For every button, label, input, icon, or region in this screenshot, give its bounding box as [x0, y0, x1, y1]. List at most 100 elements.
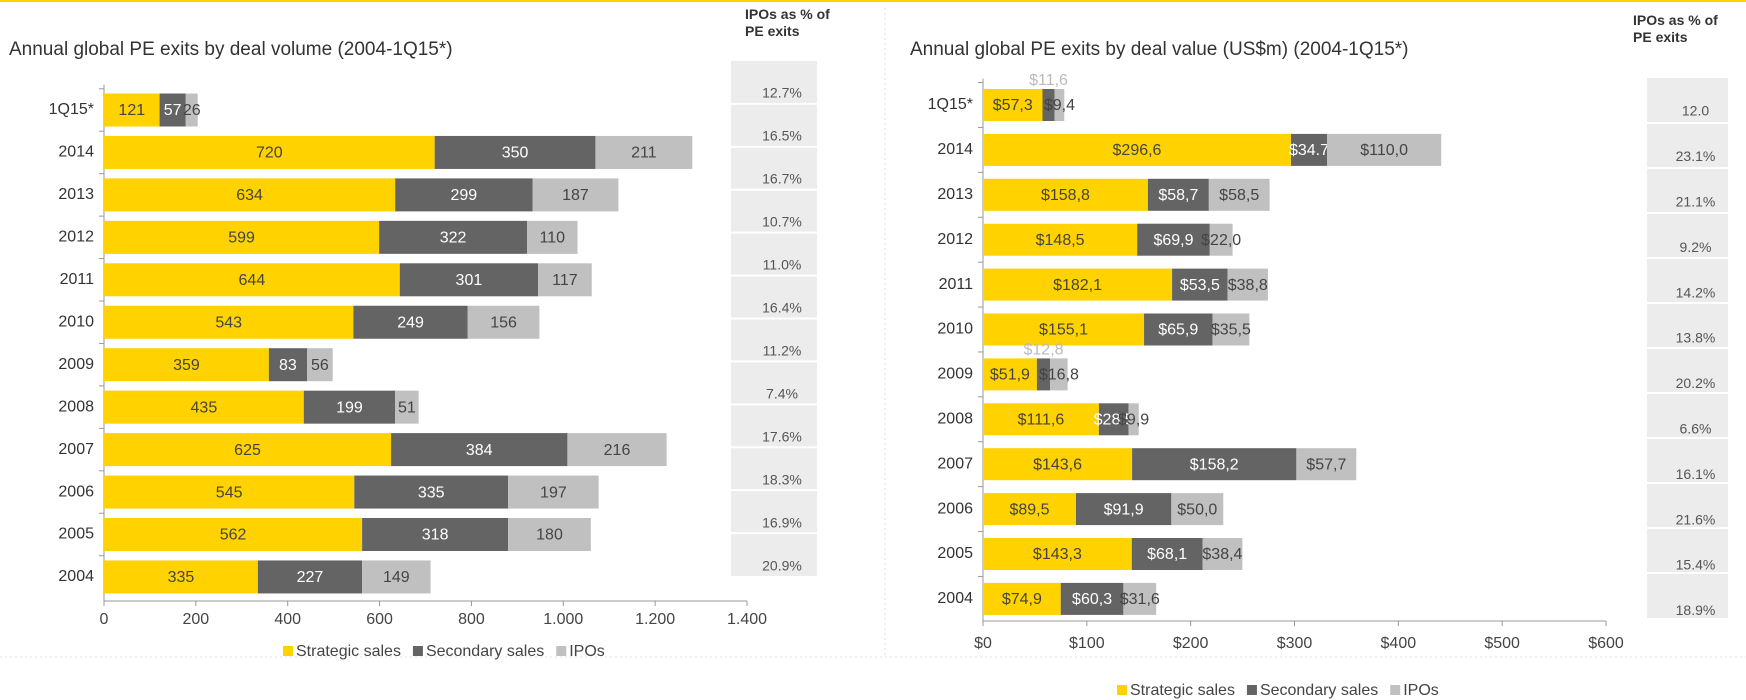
data-label: $57,3 [993, 97, 1033, 114]
bar-segment [983, 538, 1132, 570]
data-label: 301 [456, 272, 483, 289]
data-label: 110 [540, 230, 566, 247]
bar-segment [159, 93, 186, 127]
bar-segment [1208, 178, 1270, 211]
data-label: 227 [297, 569, 324, 586]
y-tick-label: 2011 [60, 271, 95, 288]
bar-segment [1075, 493, 1172, 526]
data-label: $91,9 [1104, 501, 1144, 518]
bar-segment [1147, 178, 1209, 211]
bar-segment [983, 358, 1037, 391]
y-tick-label: 2006 [58, 483, 94, 500]
data-label: $50,0 [1177, 501, 1217, 518]
bar-segment [104, 433, 392, 467]
data-label: $11,6 [1029, 72, 1068, 89]
bar-segment [1144, 313, 1213, 346]
data-label: $35,5 [1211, 322, 1251, 339]
bar-segment [1128, 403, 1139, 436]
bar-segment [1132, 448, 1297, 481]
legend-swatch [1390, 685, 1401, 695]
data-label: 156 [490, 314, 517, 331]
data-label: $65,9 [1158, 322, 1198, 339]
x-tick-label: 0 [100, 611, 109, 628]
side-value: 7.4% [766, 386, 798, 402]
data-label: $12,8 [1024, 342, 1064, 359]
side-value: 16.7% [762, 171, 802, 187]
legend-label: Secondary sales [1260, 682, 1378, 699]
data-label: 216 [604, 442, 631, 459]
legend-label: IPOs [569, 643, 605, 660]
x-tick-label: 800 [458, 611, 485, 628]
legend-label: Strategic sales [1130, 682, 1235, 699]
bar-segment [395, 390, 419, 424]
bar-segment [538, 263, 592, 297]
bar-segment [434, 135, 596, 169]
bar-segment [104, 220, 380, 254]
side-value: 21.1% [1676, 194, 1716, 210]
side-value: 9.2% [1680, 239, 1712, 255]
data-label: 644 [239, 272, 266, 289]
side-value: 16.4% [762, 300, 802, 316]
data-label: $9,9 [1118, 412, 1149, 429]
y-tick-label: 2007 [937, 455, 973, 472]
y-tick-label: 2013 [937, 186, 973, 203]
y-tick-label: 2010 [937, 321, 973, 338]
side-title-box: IPOs as % of PE exits [1633, 12, 1718, 45]
data-label: 57 [164, 102, 182, 119]
data-label: 121 [118, 102, 145, 119]
data-label: 318 [422, 527, 449, 544]
bar-segment [104, 475, 355, 509]
bar-segment [391, 433, 568, 467]
bar-segment [104, 178, 396, 212]
data-label: $74,9 [1002, 591, 1042, 608]
bar-segment [595, 135, 693, 169]
x-tick-label: 1.000 [543, 611, 583, 628]
bar-segment [104, 135, 435, 169]
data-label: 56 [311, 357, 329, 374]
x-tick-label: $300 [1277, 635, 1313, 652]
data-label: 625 [234, 442, 261, 459]
y-tick-label: 2008 [58, 398, 94, 415]
y-tick-label: 2014 [937, 141, 973, 158]
side-value: 20.9% [762, 558, 802, 574]
x-tick-label: 600 [366, 611, 393, 628]
data-label: $38,8 [1228, 277, 1268, 294]
bar-segment [1171, 493, 1224, 526]
legend-swatch [556, 646, 567, 656]
side-value: 13.8% [1676, 330, 1716, 346]
data-label: $57,7 [1306, 456, 1346, 473]
y-tick-label: 2012 [58, 229, 94, 246]
chart-title: Annual global PE exits by deal volume (2… [9, 39, 453, 60]
side-value: 10.7% [762, 214, 802, 230]
x-tick-label: $0 [974, 635, 992, 652]
data-label: 117 [552, 272, 578, 289]
y-tick-label: 2011 [939, 276, 974, 293]
data-label: 299 [450, 187, 477, 204]
side-value: 11.2% [763, 343, 802, 359]
data-label: $158,2 [1190, 456, 1239, 473]
data-label: 720 [256, 145, 283, 162]
data-label: 51 [398, 399, 416, 416]
bar-segment [185, 93, 198, 127]
data-label: 149 [383, 569, 410, 586]
data-label: $143,3 [1033, 546, 1082, 563]
data-label: 322 [440, 230, 467, 247]
bar-segment [1123, 582, 1157, 615]
legend-label: Secondary sales [426, 643, 544, 660]
bar-segment [104, 305, 354, 339]
bar-segment [532, 178, 619, 212]
data-label: $89,5 [1009, 501, 1049, 518]
data-label: $38,4 [1202, 546, 1242, 563]
bar-segment [1227, 268, 1268, 301]
side-value: 21.6% [1676, 511, 1716, 527]
legend-swatch [1246, 685, 1257, 695]
data-label: $182,1 [1053, 277, 1102, 294]
bar-segment [1054, 89, 1065, 121]
data-label: 187 [562, 187, 589, 204]
side-value: 14.2% [1676, 284, 1716, 300]
y-tick-label: 2013 [58, 186, 94, 203]
y-tick-label: 2007 [58, 441, 94, 458]
data-label: 180 [536, 527, 563, 544]
bar-segment [353, 305, 468, 339]
